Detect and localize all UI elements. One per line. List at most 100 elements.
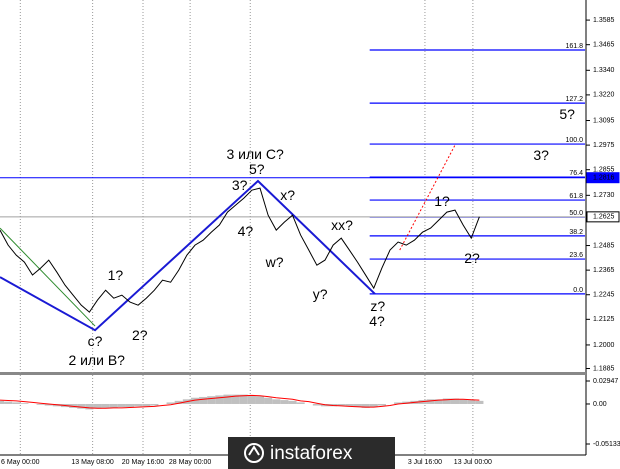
wave-label: 3?: [232, 177, 248, 193]
wave-label: xx?: [331, 217, 353, 233]
y-tick-label: 0.02947: [593, 378, 618, 385]
histogram-bar: [150, 403, 159, 406]
histogram-bar: [239, 394, 248, 404]
watermark-icon: [248, 445, 260, 456]
wave-label: 1?: [108, 267, 124, 283]
histogram-bar: [77, 403, 86, 409]
histogram-bar: [4, 401, 13, 404]
histogram-bar: [199, 396, 208, 404]
histogram-bar: [166, 402, 175, 404]
price-line-series: [0, 187, 480, 313]
histogram-bar: [215, 395, 224, 404]
histogram-bar: [459, 399, 468, 404]
histogram-bar: [475, 400, 484, 404]
histogram-bar: [442, 398, 451, 404]
fib-label: 50.0: [569, 210, 583, 217]
y-tick-label: 1.3465: [593, 42, 615, 49]
histogram-bar: [101, 403, 110, 408]
histogram-bar: [296, 402, 305, 404]
y-tick-label: 1.2000: [593, 342, 615, 349]
histogram-bar: [312, 403, 321, 406]
histogram-bar: [117, 403, 126, 408]
price-marker-label: 1.2816: [593, 175, 615, 182]
wave-label: 2?: [132, 327, 148, 343]
y-tick-label: 1.2245: [593, 292, 615, 299]
fib-label: 127.2: [565, 96, 583, 103]
histogram-bar: [231, 394, 240, 404]
histogram-bar: [337, 403, 346, 406]
histogram-bar: [85, 403, 94, 410]
histogram-bar: [174, 400, 183, 404]
x-tick-label: 6 May 00:00: [1, 459, 40, 466]
wave-label: x?: [280, 187, 295, 203]
histogram-bar: [434, 399, 443, 404]
fib-label: 0.0: [573, 287, 583, 294]
wave-label: 4?: [238, 223, 254, 239]
histogram-bar: [207, 396, 216, 404]
y-tick-label: 1.2365: [593, 267, 615, 274]
histogram-bar: [353, 403, 362, 408]
watermark-text: instaforex: [270, 443, 353, 464]
x-tick-label: 13 Jul 00:00: [454, 459, 492, 466]
histogram-bar: [223, 394, 232, 404]
watermark-icon: [244, 443, 264, 463]
wave-label: 2 или B?: [68, 352, 125, 368]
wave-label: 2?: [464, 250, 480, 266]
y-tick-label: 1.2730: [593, 192, 615, 199]
y-tick-label: -0.05133: [593, 441, 620, 448]
histogram-bar: [394, 402, 403, 404]
y-tick-label: 1.3340: [593, 67, 615, 74]
wave-label: y?: [313, 286, 328, 302]
y-tick-label: 1.2485: [593, 242, 615, 249]
y-tick-label: 1.1885: [593, 365, 615, 372]
histogram-bar: [20, 403, 29, 404]
y-tick-label: 1.2855: [593, 167, 615, 174]
fib-label: 100.0: [565, 137, 583, 144]
y-tick-label: 1.3095: [593, 117, 615, 124]
histogram-bar: [134, 403, 143, 407]
histogram-bar: [369, 403, 378, 408]
wave-label: w?: [265, 254, 284, 270]
histogram-bar: [93, 403, 102, 409]
histogram-bar: [142, 403, 151, 407]
wave-label: z?: [370, 298, 385, 314]
wave-label: 3?: [533, 147, 549, 163]
wave-label: c?: [88, 333, 103, 349]
histogram-bar: [44, 403, 53, 406]
histogram-bar: [0, 400, 5, 404]
fib-label: 61.8: [569, 193, 583, 200]
histogram-bar: [264, 397, 273, 404]
fib-label: 76.4: [569, 170, 583, 177]
wave-line: [0, 179, 376, 332]
fib-label: 161.8: [565, 43, 583, 50]
histogram-bar: [109, 403, 118, 408]
y-tick-label: 0.00: [593, 401, 607, 408]
price-marker-box: [586, 172, 620, 184]
wave-line: [0, 227, 96, 327]
y-tick-label: 1.3220: [593, 92, 615, 99]
histogram-bar: [426, 399, 435, 404]
x-tick-label: 3 Jul 16:00: [408, 459, 442, 466]
wave-label: 3 или C?: [226, 146, 283, 162]
y-tick-label: 1.2975: [593, 142, 615, 149]
histogram-bar: [361, 403, 370, 408]
fib-label: 38.2: [569, 229, 583, 236]
x-tick-label: 28 May 00:00: [169, 459, 212, 466]
wave-label: 1?: [434, 193, 450, 209]
price-marker-box: [586, 211, 620, 223]
histogram-bar: [190, 397, 200, 404]
histogram-bar: [450, 398, 460, 404]
y-tick-label: 1.2125: [593, 316, 615, 323]
fib-label: 23.6: [569, 252, 583, 259]
histogram-bar: [12, 402, 21, 404]
histogram-bar: [247, 395, 256, 404]
histogram-bar: [272, 399, 281, 404]
histogram-bar: [467, 400, 476, 404]
x-tick-label: 13 May 08:00: [71, 459, 114, 466]
signal-line: [0, 394, 480, 409]
histogram-bar: [36, 403, 45, 405]
x-tick-label: 20 May 16:00: [122, 459, 165, 466]
